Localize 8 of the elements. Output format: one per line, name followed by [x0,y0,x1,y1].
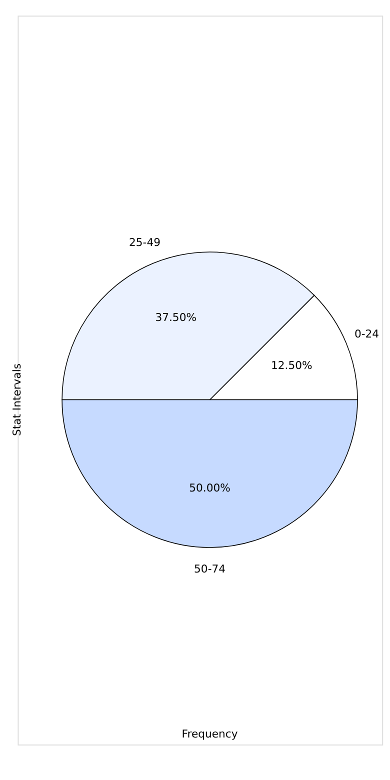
slice-label: 25-49 [129,236,161,249]
data-label: 12.50% [271,358,312,372]
slice-label: 0-24 [354,328,380,341]
text: Frequency [182,728,238,741]
text: Stat Intervals [10,363,24,436]
data-label: 50.00% [189,481,230,494]
slice-label: 50-74 [194,562,226,576]
data-label: 37.50% [155,310,196,324]
